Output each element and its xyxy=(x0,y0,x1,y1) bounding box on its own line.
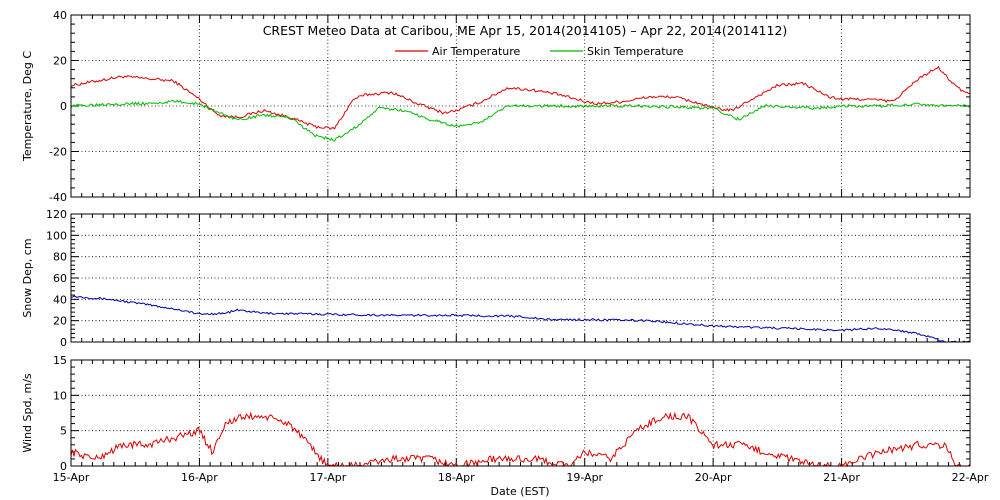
y-axis-label-temperature: Temperature, Deg C xyxy=(21,51,34,162)
y-tick-label-snow-4: 80 xyxy=(53,251,67,264)
plot-frame-snow xyxy=(70,213,971,343)
y-tick-label-temperature-4: 40 xyxy=(53,9,67,22)
x-axis-label: Date (EST) xyxy=(490,485,549,498)
y-tick-label-snow-6: 120 xyxy=(46,208,67,221)
legend-label-skin-temperature: Skin Temperature xyxy=(587,45,684,58)
y-tick-label-wind-2: 10 xyxy=(53,389,67,402)
x-tick-label-3: 18-Apr xyxy=(438,471,475,484)
x-tick-label-7: 22-Apr xyxy=(952,471,989,484)
panel-snow: 0 20 40 60 80 100 120 Snow Dep, cm xyxy=(21,208,971,349)
chart-panels: -40 -20 0 20 40 Temperature, Deg C 0 20 40 60 80 10… xyxy=(21,9,971,473)
legend-label-air-temperature: Air Temperature xyxy=(432,45,521,58)
y-tick-label-temperature-1: -20 xyxy=(49,146,67,159)
y-tick-label-snow-2: 40 xyxy=(53,293,67,306)
x-tick-labels: 15-Apr 16-Apr 17-Apr 18-Apr 19-Apr 20-Apr 21-A… xyxy=(53,471,989,484)
x-tick-label-0: 15-Apr xyxy=(53,471,90,484)
series-line-temperature-1 xyxy=(70,99,971,142)
y-tick-label-snow-3: 60 xyxy=(53,272,67,285)
panel-wind: 0 5 10 15 Wind Spd, m/s xyxy=(21,354,971,473)
y-tick-label-temperature-2: 0 xyxy=(60,100,67,113)
plot-frame-wind xyxy=(70,359,971,467)
y-tick-label-wind-0: 0 xyxy=(60,460,67,473)
panel-temperature: -40 -20 0 20 40 Temperature, Deg C xyxy=(21,9,971,204)
legend: Air Temperature Skin Temperature xyxy=(395,45,684,58)
y-tick-label-snow-5: 100 xyxy=(46,229,67,242)
x-tick-label-2: 17-Apr xyxy=(309,471,346,484)
y-tick-label-wind-1: 5 xyxy=(60,425,67,438)
y-axis-label-wind: Wind Spd, m/s xyxy=(21,373,34,453)
x-tick-label-5: 20-Apr xyxy=(695,471,732,484)
y-axis-label-snow: Snow Dep, cm xyxy=(21,238,34,317)
y-tick-label-snow-1: 20 xyxy=(53,315,67,328)
y-tick-label-temperature-0: -40 xyxy=(49,191,67,204)
x-tick-label-1: 16-Apr xyxy=(181,471,218,484)
plot-frame-temperature xyxy=(70,14,971,198)
y-tick-label-temperature-3: 20 xyxy=(53,55,67,68)
chart-title: CREST Meteo Data at Caribou, ME Apr 15, … xyxy=(263,23,788,38)
y-tick-label-wind-3: 15 xyxy=(53,354,67,367)
series-line-snow-0 xyxy=(71,295,971,343)
series-line-wind-0 xyxy=(70,411,971,468)
x-tick-label-6: 21-Apr xyxy=(823,471,860,484)
series-line-temperature-0 xyxy=(70,65,971,131)
x-tick-label-4: 19-Apr xyxy=(566,471,603,484)
y-tick-label-snow-0: 0 xyxy=(60,336,67,349)
